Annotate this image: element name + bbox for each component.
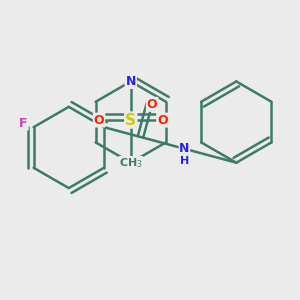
Text: N: N xyxy=(126,75,136,88)
Text: F: F xyxy=(19,117,28,130)
Text: O: O xyxy=(157,113,168,127)
Text: CH$_3$: CH$_3$ xyxy=(119,157,143,170)
Text: O: O xyxy=(94,113,104,127)
Text: H: H xyxy=(180,156,189,167)
Text: S: S xyxy=(125,112,136,128)
Text: N: N xyxy=(179,142,190,155)
Text: O: O xyxy=(147,98,158,111)
